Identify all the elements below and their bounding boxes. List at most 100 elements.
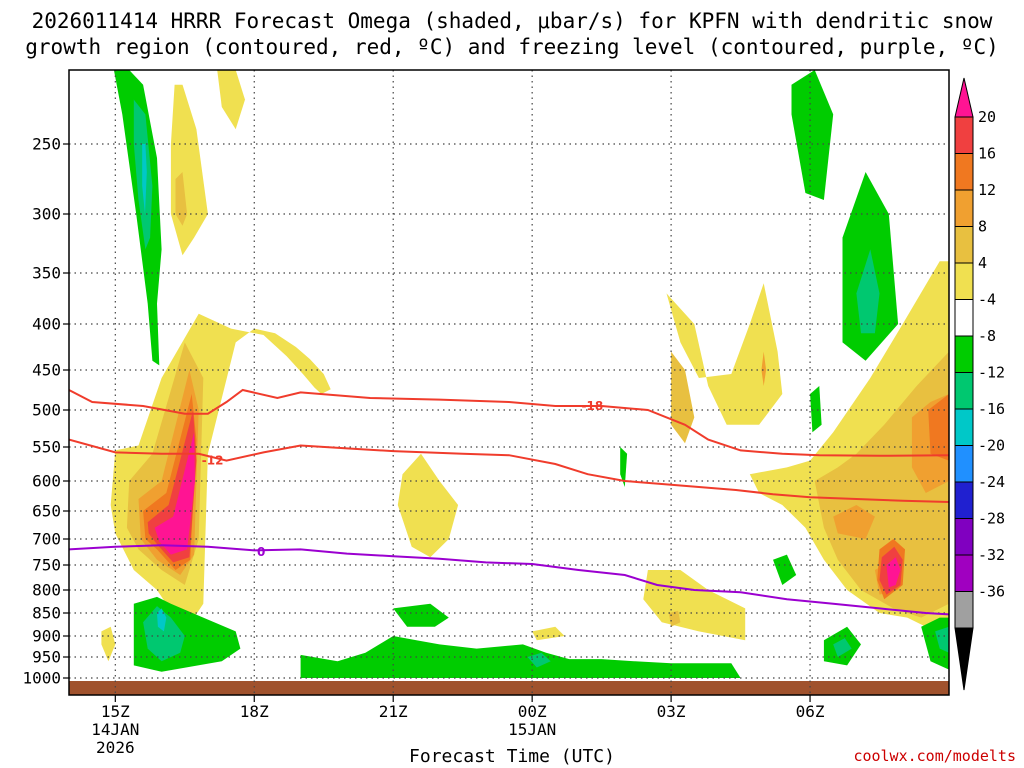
y-tick-label-900: 900 [32,627,61,646]
x-tick-date-00Z: 15JAN [508,720,556,739]
colorbar-segment-14 [954,591,974,629]
omega-region-pos12-23 [833,505,875,539]
x-tick-label-00Z: 00Z [518,702,547,721]
omega-region-pos4-12 [101,626,116,662]
omega-region-pos4-13 [397,453,459,558]
y-tick-label-300: 300 [32,205,61,224]
x-tick-year-15Z: 2026 [96,738,135,757]
x-tick-label-18Z: 18Z [240,702,269,721]
colorbar-label: -32 [978,546,1005,564]
omega-region-neg12-42 [833,638,852,657]
x-tick-label-15Z: 15Z [101,702,130,721]
omega-region-pos4-17 [643,570,746,641]
omega-region-neg8-39 [810,386,822,433]
dsgz-contour--18 [69,388,949,457]
y-tick-label-850: 850 [32,604,61,623]
colorbar-label: -8 [978,327,996,345]
y-tick-label-750: 750 [32,556,61,575]
colorbar-segment-6 [954,299,974,337]
colorbar-label: -4 [978,291,996,309]
colorbar: 20 16 12 8 4 -4 -8 -12 -16 -20 -24 -28 -32 -36 [954,77,1005,691]
omega-region-neg16-2 [142,144,147,214]
omega-region-pos24-11 [154,432,195,555]
colorbar-segment-4 [954,226,974,264]
colorbar-segment-9 [954,408,974,446]
freezing-contour-label: 0 [257,545,265,559]
omega-region-pos12-16 [761,351,767,386]
omega-region-neg8-34 [393,603,449,627]
colorbar-segment-3 [954,189,974,227]
omega-region-neg8-38 [620,447,628,487]
y-tick-label-650: 650 [32,502,61,521]
y-tick-label-500: 500 [32,401,61,420]
omega-region-pos4-3 [170,84,208,256]
omega-region-neg8-35 [791,70,834,200]
omega-shading-layer [101,70,949,678]
plot-frame [68,69,950,696]
y-tick-label-950: 950 [32,648,61,667]
colorbar-segment-10 [954,445,974,483]
omega-region-neg8-40 [773,554,797,585]
chart-title-line-1: 2026011414 HRRR Forecast Omega (shaded, … [31,9,993,33]
y-tick-label-350: 350 [32,264,61,283]
colorbar-bottom-arrow [954,627,974,691]
colorbar-segment-12 [954,518,974,556]
colorbar-segment-7 [954,335,974,373]
colorbar-label: 8 [978,218,987,236]
credit-link[interactable]: coolwx.com/modelts [853,747,1016,765]
contour-layer: -18 -12 0 [69,388,949,616]
omega-region-neg12-44 [935,626,949,653]
omega-region-neg16-31 [157,608,167,632]
colorbar-label: 20 [978,108,996,126]
ground-band [69,681,949,695]
colorbar-label: -12 [978,364,1005,382]
x-tick-label-06Z: 06Z [796,702,825,721]
omega-region-neg12-37 [856,249,880,334]
dsgz-contour-label: -12 [202,454,224,468]
y-tick-label-700: 700 [32,530,61,549]
colorbar-label: -24 [978,473,1005,491]
omega-region-neg12-33 [527,652,551,668]
dsgz-contour-label: -18 [582,399,604,413]
omega-region-pos8-4 [175,172,188,226]
grid-lines [69,70,949,695]
x-tick-date-15Z: 14JAN [91,720,139,739]
x-tick-label-03Z: 03Z [657,702,686,721]
y-tick-label-450: 450 [32,361,61,380]
colorbar-segment-8 [954,372,974,410]
y-tick-label-1000: 1000 [22,669,61,688]
colorbar-segment-11 [954,481,974,519]
omega-region-pos4-19 [532,626,565,641]
omega-region-pos4-14 [666,283,783,425]
x-tick-label-21Z: 21Z [379,702,408,721]
y-tick-label-550: 550 [32,438,61,457]
omega-region-pos8-15 [671,351,695,444]
dsgz-contour--12 [69,438,949,503]
chart-title-line-2: growth region (contoured, red, ºC) and f… [25,35,999,59]
colorbar-label: 12 [978,181,996,199]
colorbar-segment-1 [954,116,974,154]
colorbar-label: -20 [978,437,1005,455]
y-tick-label-250: 250 [32,135,61,154]
omega-region-neg8-0 [113,70,162,366]
colorbar-segment-2 [954,153,974,191]
y-tick-label-400: 400 [32,315,61,334]
y-tick-label-800: 800 [32,581,61,600]
colorbar-label: -36 [978,583,1005,601]
colorbar-top-arrow [954,77,974,118]
omega-region-pos4-5 [217,70,245,130]
colorbar-label: -28 [978,510,1005,528]
omega-region-pos16-25 [928,394,949,461]
x-axis-title: Forecast Time (UTC) [409,746,615,767]
colorbar-segment-13 [954,554,974,592]
freezing-contour-0 [69,544,949,616]
omega-region-neg12-30 [143,606,185,662]
colorbar-segment-5 [954,262,974,300]
colorbar-label: 16 [978,145,996,163]
colorbar-label: -16 [978,400,1005,418]
colorbar-label: 4 [978,254,987,272]
y-axis: 250 300 350 400 450 500 550 600 650 700 750 800 850 9… [22,135,69,688]
y-tick-label-600: 600 [32,472,61,491]
